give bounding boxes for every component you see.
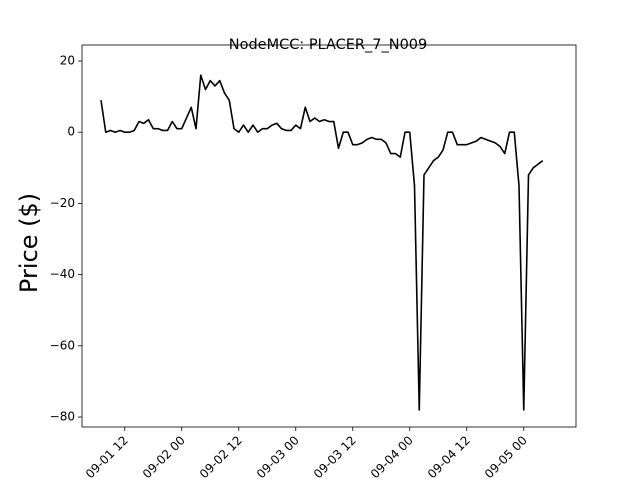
- x-tick-label: 09-02 00: [140, 433, 188, 480]
- price-line: [100, 74, 544, 411]
- x-tick-label: 09-03 00: [254, 433, 302, 480]
- y-tick-label: 0: [67, 125, 75, 139]
- y-tick-label: −80: [50, 410, 75, 424]
- x-tick-label: 09-04 00: [368, 433, 416, 480]
- y-tick-label: 20: [60, 54, 75, 68]
- x-tick-label: 09-01 12: [83, 433, 131, 480]
- y-axis-label: Price ($): [15, 193, 43, 293]
- y-tick-label: −40: [50, 267, 75, 281]
- x-tick-label: 09-02 12: [197, 433, 245, 480]
- x-tick-label: 09-05 00: [482, 433, 530, 480]
- x-tick-label: 09-03 12: [311, 433, 359, 480]
- plot-area: [81, 44, 577, 428]
- y-tick-label: −60: [50, 338, 75, 352]
- x-tick-label: 09-04 12: [425, 433, 473, 480]
- y-tick-label: −20: [50, 196, 75, 210]
